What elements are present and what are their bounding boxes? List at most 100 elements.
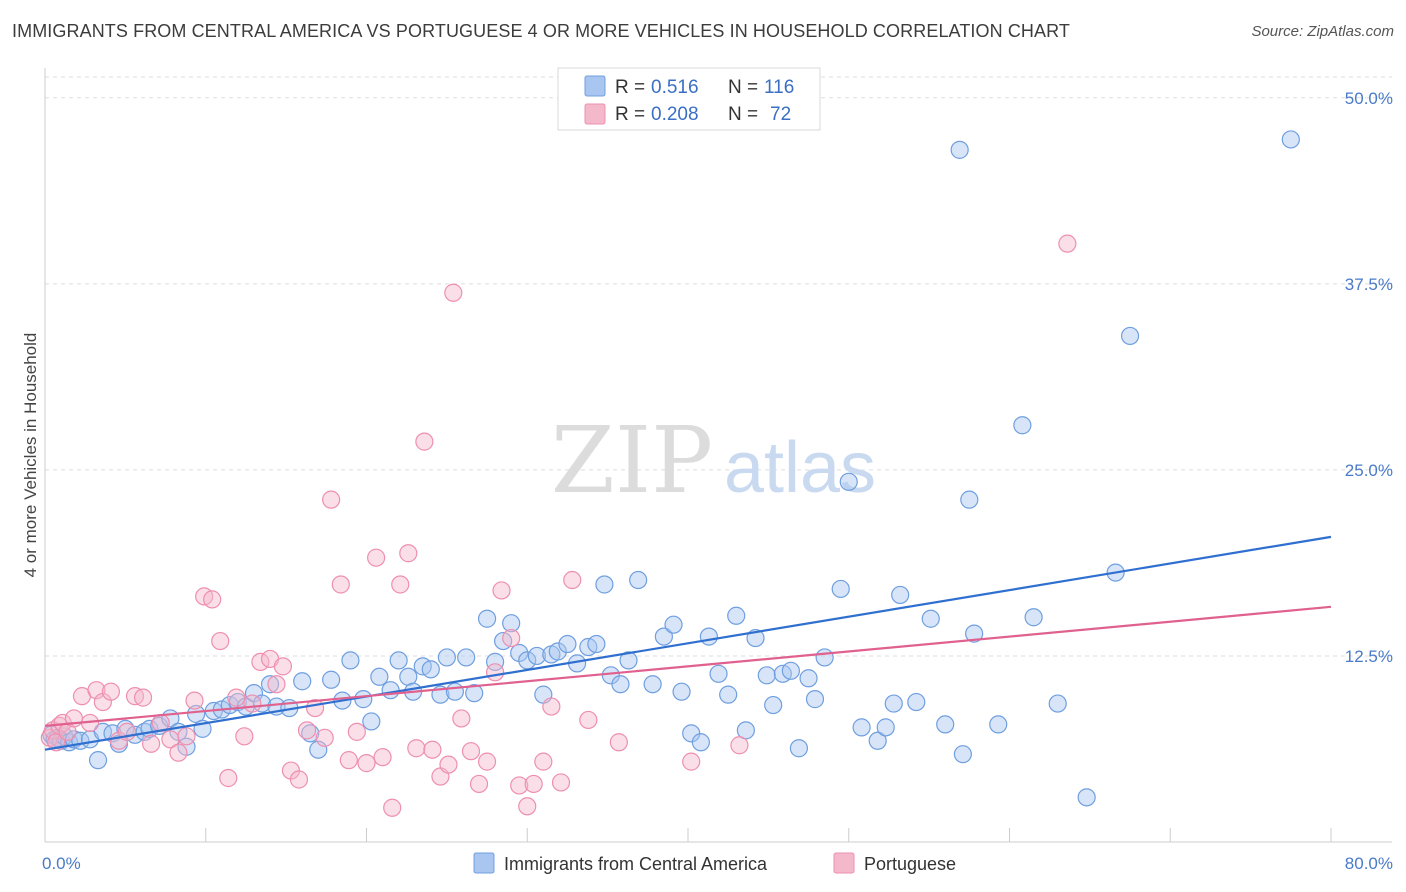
series-layer	[40, 130, 1300, 817]
data-point	[709, 664, 728, 683]
legend-r-label-1: R =	[615, 77, 645, 98]
data-point	[1120, 326, 1140, 346]
legend-n-label-2: N =	[728, 104, 758, 125]
data-point	[341, 651, 360, 670]
data-point	[133, 688, 153, 707]
grid-lines	[45, 76, 1392, 657]
data-point	[960, 490, 979, 509]
data-point	[452, 709, 471, 728]
data-point	[185, 691, 204, 710]
data-point	[1048, 694, 1067, 713]
data-point	[799, 669, 818, 688]
y-tick-label: 12.5%	[1345, 647, 1393, 666]
data-point	[235, 727, 254, 746]
legend-r-value-1: 0.516	[651, 77, 699, 98]
trend-layer	[44, 535, 1332, 751]
chart-title: IMMIGRANTS FROM CENTRAL AMERICA VS PORTU…	[12, 21, 1070, 41]
data-point	[289, 770, 309, 789]
data-point	[510, 776, 529, 795]
source-credit: Source: ZipAtlas.com	[1251, 23, 1394, 40]
y-axis-label: 4 or more Vehicles in Household	[21, 333, 40, 578]
data-point	[322, 490, 341, 509]
data-point	[297, 721, 317, 740]
data-point	[587, 634, 606, 654]
data-point	[682, 752, 701, 771]
data-point	[852, 718, 871, 737]
legend-swatch-pink	[584, 103, 606, 125]
watermark-atlas: atlas	[724, 428, 876, 508]
data-point	[362, 712, 381, 731]
data-point	[227, 688, 246, 707]
legend-bottom: Immigrants from Central America Portugue…	[473, 852, 956, 874]
x-tick-label: 0.0%	[42, 854, 81, 873]
data-point	[907, 692, 926, 712]
watermark-zip: ZIP	[551, 407, 713, 514]
data-point	[953, 745, 972, 764]
legend-bottom-swatch-pink	[833, 852, 855, 874]
data-point	[383, 798, 402, 817]
legend-top: R = 0.516 N = 116 R = 0.208 N = 72	[557, 67, 821, 131]
legend-r-value-2: 0.208	[651, 104, 699, 125]
data-point	[884, 694, 903, 713]
data-point	[177, 727, 196, 746]
data-point	[444, 283, 463, 302]
data-point	[457, 648, 476, 667]
data-point	[1281, 130, 1300, 149]
data-point	[367, 548, 386, 567]
trend-line-central-america	[44, 535, 1332, 751]
data-point	[203, 590, 222, 609]
legend-bottom-label-1: Immigrants from Central America	[504, 854, 768, 874]
data-point	[301, 724, 320, 743]
data-point	[643, 675, 662, 694]
data-point	[805, 690, 825, 709]
data-point	[789, 739, 809, 758]
legend-swatch-blue	[584, 75, 606, 97]
axes	[44, 68, 1392, 843]
data-point	[764, 695, 783, 715]
data-point	[730, 736, 749, 755]
data-point	[558, 634, 577, 654]
data-point	[1024, 608, 1043, 627]
data-point	[243, 694, 262, 713]
data-point	[88, 751, 108, 770]
data-point	[727, 606, 746, 625]
data-point	[339, 751, 358, 770]
data-point	[492, 581, 511, 600]
data-point	[936, 715, 955, 734]
data-point	[141, 734, 161, 753]
data-point	[672, 682, 691, 701]
y-tick-labels: 12.5% 25.0% 37.5% 50.0%	[1345, 89, 1393, 666]
data-point	[423, 740, 442, 759]
data-point	[699, 627, 718, 646]
data-point	[950, 140, 969, 159]
data-point	[542, 697, 561, 716]
y-tick-label: 50.0%	[1345, 89, 1393, 108]
data-point	[1077, 788, 1096, 807]
data-point	[445, 682, 465, 701]
data-point	[486, 663, 505, 682]
data-point	[551, 773, 571, 792]
legend-n-label-1: N =	[728, 77, 758, 98]
data-point	[609, 733, 628, 752]
legend-bottom-swatch-blue	[473, 852, 495, 874]
legend-n-value-2: 72	[770, 104, 791, 125]
data-point	[267, 675, 286, 694]
legend-r-label-2: R =	[615, 104, 645, 125]
data-point	[527, 646, 546, 666]
data-point	[439, 755, 458, 774]
data-point	[831, 579, 850, 599]
data-point	[381, 681, 400, 700]
data-point	[839, 472, 858, 491]
data-point	[921, 609, 940, 628]
data-point	[1013, 416, 1032, 435]
data-point	[757, 666, 776, 685]
data-point	[518, 797, 537, 816]
data-point	[595, 575, 614, 594]
data-point	[252, 694, 272, 713]
data-point	[534, 752, 553, 771]
data-point	[629, 570, 648, 590]
data-point	[373, 748, 392, 767]
data-point	[322, 670, 341, 689]
data-point	[465, 684, 484, 703]
